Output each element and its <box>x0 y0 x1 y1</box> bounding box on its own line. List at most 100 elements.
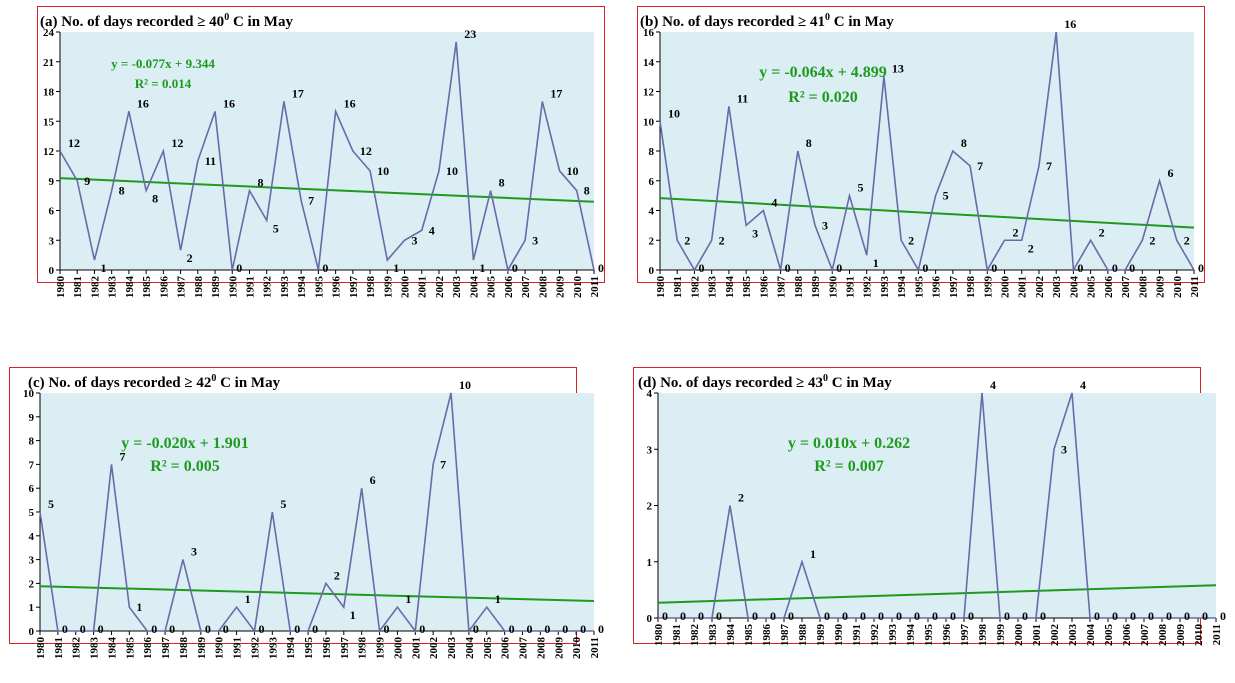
r-squared-label: R² = 0.020 <box>788 89 857 106</box>
data-label: 1 <box>350 608 356 622</box>
y-tick-label: 2 <box>647 501 653 513</box>
data-label: 0 <box>770 609 776 623</box>
x-tick-label: 1987 <box>776 276 788 299</box>
x-tick-label: 1999 <box>382 276 394 299</box>
data-label: 17 <box>292 86 304 100</box>
data-label: 0 <box>384 622 390 636</box>
data-label: 0 <box>878 609 884 623</box>
y-tick-label: 14 <box>643 57 655 69</box>
x-tick-label: 1993 <box>279 276 291 299</box>
x-tick-label: 2001 <box>410 637 422 659</box>
data-label: 2 <box>187 251 193 265</box>
x-tick-label: 1992 <box>862 276 874 299</box>
data-label: 1 <box>405 592 411 606</box>
x-tick-label: 2003 <box>446 637 458 660</box>
x-tick-label: 1988 <box>178 637 190 660</box>
chart-title-suffix: C in May <box>830 14 894 30</box>
y-tick-label: 4 <box>649 206 655 218</box>
y-tick-label: 8 <box>29 436 35 448</box>
x-tick-label: 1984 <box>725 624 737 647</box>
x-tick-label: 2001 <box>1017 276 1029 298</box>
y-tick-label: 9 <box>29 412 35 424</box>
data-label: 0 <box>1077 261 1083 275</box>
x-tick-label: 2009 <box>1175 624 1187 647</box>
data-label: 0 <box>1022 609 1028 623</box>
x-tick-label: 2008 <box>1137 276 1149 299</box>
data-label: 4 <box>771 196 777 210</box>
data-label: 12 <box>360 144 372 158</box>
chart-title-superscript: 0 <box>823 373 828 384</box>
chart-panel-d: 0 1 2 3 4 1980 1981 1982 1983 1984 1985 1986 1987 198… <box>633 367 1226 647</box>
x-tick-label: 2007 <box>1120 276 1132 299</box>
data-label: 0 <box>236 261 242 275</box>
series-line <box>39 392 594 634</box>
data-label: 0 <box>1130 609 1136 623</box>
data-label: 0 <box>512 261 518 275</box>
data-label: 0 <box>562 622 568 636</box>
x-tick-label: 1984 <box>124 276 136 299</box>
x-tick-label: 2011 <box>1189 276 1201 297</box>
chart-title-superscript: 0 <box>224 12 229 23</box>
x-tick-label: 1989 <box>210 276 222 299</box>
data-label: 5 <box>273 221 279 235</box>
data-label: 1 <box>479 261 485 275</box>
x-tick-label: 2002 <box>428 637 440 660</box>
y-tick-label: 5 <box>29 507 35 519</box>
chart-title-main: (a) No. of days recorded ≥ 40 <box>40 14 224 30</box>
data-label: 0 <box>205 622 211 636</box>
data-label: 0 <box>1040 609 1046 623</box>
data-label: 0 <box>223 622 229 636</box>
x-tick-label: 1980 <box>55 276 67 299</box>
chart-title-suffix: C in May <box>229 14 293 30</box>
x-tick-label: 1996 <box>321 637 333 660</box>
x-tick-label: 1982 <box>689 624 701 647</box>
x-tick-label: 2006 <box>503 276 515 299</box>
data-label: 0 <box>294 622 300 636</box>
x-tick-label: 1983 <box>89 637 101 660</box>
plot-area <box>658 393 1216 618</box>
x-tick-label: 1985 <box>124 637 136 660</box>
series-line <box>658 392 1216 619</box>
chart-title: (c) No. of days recorded ≥ 420 C in May <box>28 373 281 391</box>
data-label: 11 <box>737 91 748 105</box>
x-tick-label: 2002 <box>1049 624 1061 647</box>
x-tick-label: 1986 <box>761 624 773 647</box>
x-tick-label: 1984 <box>724 276 736 299</box>
data-label: 8 <box>584 184 590 198</box>
data-label: 1 <box>100 261 106 275</box>
x-tick-label: 2000 <box>400 276 412 299</box>
y-tick-label: 1 <box>647 557 653 569</box>
data-label: 2 <box>1149 233 1155 247</box>
data-label: 0 <box>1202 609 1208 623</box>
chart-title: (b) No. of days recorded ≥ 410 C in May <box>640 12 894 30</box>
chart-title-suffix: C in May <box>828 375 892 391</box>
x-tick-label: 1998 <box>977 624 989 647</box>
data-label: 0 <box>1004 609 1010 623</box>
x-tick-label: 1983 <box>707 276 719 299</box>
trend-line <box>657 584 1217 604</box>
data-label: 0 <box>1112 261 1118 275</box>
series-line <box>59 41 595 273</box>
x-tick-label: 1993 <box>267 637 279 660</box>
data-label: 0 <box>62 622 68 636</box>
data-label: 0 <box>1148 609 1154 623</box>
y-tick-label: 2 <box>29 578 35 590</box>
y-tick-label: 6 <box>649 176 655 188</box>
x-tick-label: 1999 <box>375 637 387 660</box>
data-label: 6 <box>1168 166 1174 180</box>
data-label: 0 <box>544 622 550 636</box>
x-tick-label: 1987 <box>160 637 172 660</box>
x-tick-label: 1987 <box>779 624 791 647</box>
x-tick-label: 1990 <box>227 276 239 299</box>
x-tick-label: 1981 <box>671 624 683 646</box>
x-tick-label: 2007 <box>1139 624 1151 647</box>
x-tick-label: 1981 <box>53 637 65 659</box>
x-tick-label: 2009 <box>1155 276 1167 299</box>
chart-title-main: (b) No. of days recorded ≥ 41 <box>640 14 825 30</box>
data-label: 0 <box>716 609 722 623</box>
x-tick-label: 2005 <box>1103 624 1115 647</box>
data-label: 7 <box>308 194 314 208</box>
data-label: 0 <box>860 609 866 623</box>
data-label: 0 <box>473 622 479 636</box>
data-label: 16 <box>1064 17 1076 31</box>
